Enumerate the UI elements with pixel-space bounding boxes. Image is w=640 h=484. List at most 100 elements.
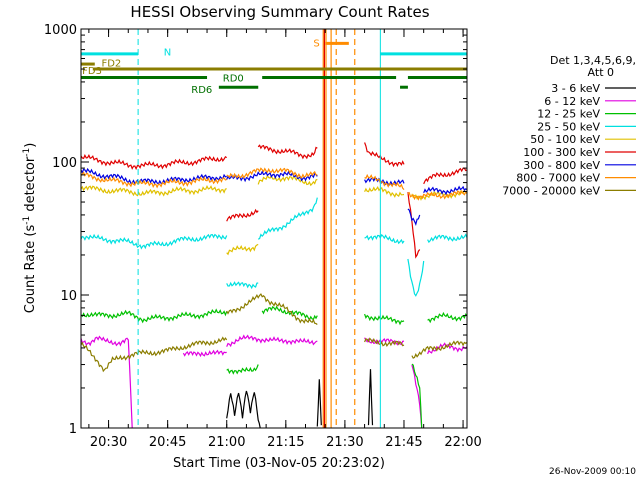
series-segment (364, 233, 405, 245)
series-segment (226, 364, 259, 375)
axes-layer: 20:30 20:45 21:00 21:15 21:30 21:45 22:00 1 10 10… (44, 23, 482, 450)
series-segment (226, 281, 259, 290)
legend-label-25-50-kev: 25 - 50 keV (537, 120, 600, 133)
flag-s: S (313, 39, 349, 50)
x-tick-label: 21:00 (208, 435, 245, 450)
legend-label-800-7000-kev: 800 - 7000 keV (516, 172, 600, 185)
series-segment (80, 233, 228, 250)
legend-label-7000-20000-kev: 7000 - 20000 keV (502, 184, 600, 197)
series-segment (226, 390, 261, 429)
series-300-800-kev (80, 167, 468, 227)
x-tick-label: 22:00 (444, 435, 481, 450)
series-segment (407, 192, 421, 259)
series-segment (407, 189, 468, 201)
y-axis-label-prefix: Count Rate (s (23, 225, 38, 314)
series-segment (182, 349, 227, 358)
flag-label: RD6 (191, 85, 212, 96)
series-segment (364, 185, 405, 198)
series-segment (226, 167, 318, 179)
series-segment (364, 173, 405, 191)
series-segment (226, 293, 318, 325)
flag-n: N (80, 29, 468, 428)
series-segment (257, 144, 318, 160)
series-25-50-kev (80, 197, 468, 297)
series-segment (226, 208, 259, 222)
y-tick-label: 10 (60, 289, 77, 304)
series-segment (427, 342, 468, 355)
x-tick-label: 20:45 (149, 435, 186, 450)
series-segment (226, 170, 318, 183)
legend-header-attenuator: Att 0 (588, 66, 614, 79)
legend-label-6-12-kev: 6 - 12 keV (544, 95, 600, 108)
series-12-25-kev (80, 305, 468, 429)
x-tick-label: 20:30 (90, 435, 127, 450)
legend-label-300-800-kev: 300 - 800 keV (523, 159, 600, 172)
y-tick-label: 100 (52, 156, 77, 171)
x-tick-label: 21:15 (267, 435, 304, 450)
flag-fd2: FD2 (81, 58, 121, 69)
series-6-12-kev (80, 334, 468, 429)
series-800-7000-kev (80, 167, 468, 201)
series-segment (364, 313, 405, 326)
y-axis-label: Count Rate (s-1 detector-1) (22, 143, 38, 314)
series-100-300-kev (80, 142, 468, 259)
series-segment (80, 153, 228, 171)
flag-rd0: RD0 (81, 74, 467, 85)
series-segment (427, 311, 468, 324)
flag-label: RD0 (223, 74, 244, 85)
x-axis-label: Start Time (03-Nov-05 20:23:02) (173, 456, 385, 471)
series-segment (411, 340, 468, 359)
series-segment (407, 208, 421, 227)
footer-timestamp: 26-Nov-2009 00:10 (549, 467, 636, 477)
series-segment (367, 369, 374, 426)
series-segment (423, 185, 468, 196)
y-axis-label-sup2: -1 (22, 148, 32, 157)
series-segment (80, 171, 227, 189)
y-axis-label-suffix: ) (23, 143, 38, 148)
y-tick-label: 1000 (44, 23, 77, 38)
series-segment (80, 335, 133, 429)
series-segment (427, 233, 468, 244)
series-segment (407, 258, 425, 297)
flag-label: S (313, 39, 319, 50)
series-segment (226, 334, 318, 348)
series-segment (80, 336, 228, 373)
flag-rd6: RD6 (191, 85, 408, 96)
series-segment (364, 337, 405, 348)
legend-label-100-300-kev: 100 - 300 keV (523, 146, 600, 159)
series-layer (80, 142, 468, 429)
plot-frame (80, 28, 468, 429)
y-axis-label-mid: detector (23, 156, 38, 216)
series-segment (226, 243, 259, 256)
series-50-100-kev (80, 174, 468, 256)
y-tick-label: 1 (69, 422, 77, 437)
legend-label-50-100-kev: 50 - 100 keV (530, 133, 600, 146)
flag-label: FD2 (101, 58, 121, 69)
y-axis-label-sup1: -1 (22, 216, 32, 225)
series-segment (423, 167, 468, 185)
series-segment (80, 184, 227, 197)
series-segment (80, 308, 228, 324)
legend-header-detectors: Det 1,3,4,5,6,9, (550, 54, 636, 67)
legend-label-12-25-kev: 12 - 25 keV (537, 108, 600, 121)
x-tick-label: 21:30 (326, 435, 363, 450)
series-segment (411, 363, 423, 429)
series-segment (364, 337, 405, 346)
series-3-6-kev (226, 369, 374, 429)
series-segment (257, 174, 318, 187)
legend-label-3-6-kev: 3 - 6 keV (551, 82, 600, 95)
series-segment (80, 167, 227, 185)
chart-title-group: HESSI Observing Summary Count Rates (130, 3, 429, 21)
flag-label: FD3 (82, 66, 102, 77)
series-segment (257, 197, 318, 240)
x-tick-label: 21:45 (385, 435, 422, 450)
chart-title: HESSI Observing Summary Count Rates (130, 3, 429, 21)
series-7000-20000-kev (80, 293, 468, 373)
flag-label: N (164, 47, 171, 58)
series-segment (261, 305, 318, 322)
series-segment (316, 379, 322, 427)
